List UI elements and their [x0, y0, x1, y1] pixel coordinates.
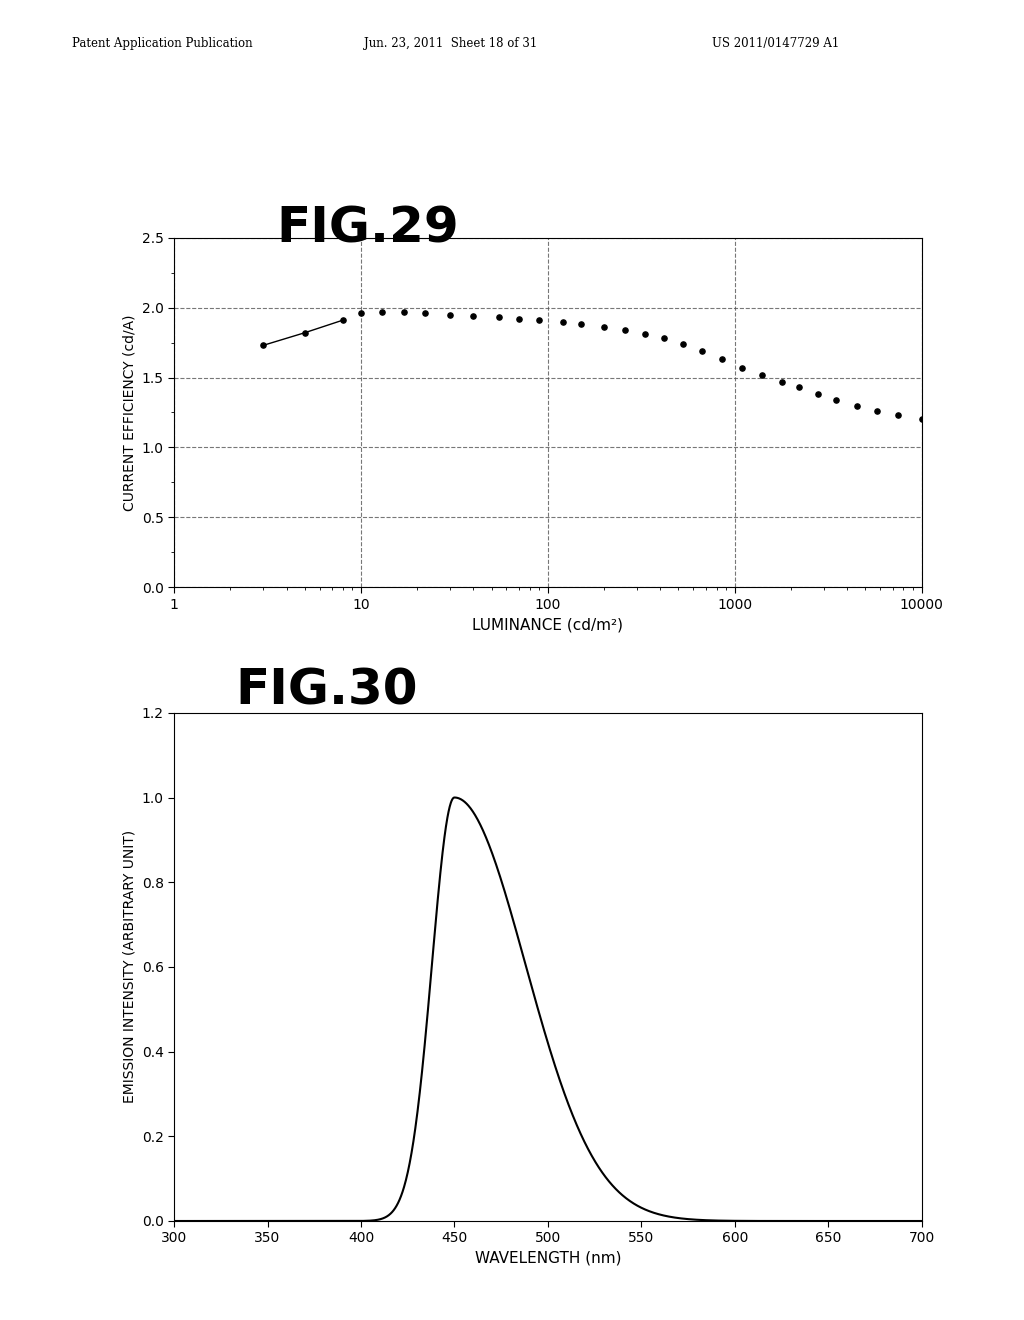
Point — [572, 314, 589, 335]
Text: Jun. 23, 2011  Sheet 18 of 31: Jun. 23, 2011 Sheet 18 of 31 — [364, 37, 537, 50]
Point — [637, 323, 653, 345]
Point — [396, 301, 413, 322]
Point — [774, 371, 791, 392]
Point — [656, 327, 673, 348]
Point — [492, 306, 508, 327]
Point — [849, 395, 865, 416]
Text: US 2011/0147729 A1: US 2011/0147729 A1 — [712, 37, 839, 50]
Y-axis label: CURRENT EFFICIENCY (cd/A): CURRENT EFFICIENCY (cd/A) — [122, 314, 136, 511]
Point — [617, 319, 634, 341]
Point — [554, 312, 570, 333]
Y-axis label: EMISSION INTENSITY (ARBITRARY UNIT): EMISSION INTENSITY (ARBITRARY UNIT) — [122, 830, 136, 1104]
Point — [531, 310, 548, 331]
Point — [335, 310, 351, 331]
Point — [734, 358, 751, 379]
X-axis label: LUMINANCE (cd/m²): LUMINANCE (cd/m²) — [472, 618, 624, 632]
Point — [714, 348, 730, 370]
Point — [374, 301, 390, 322]
Point — [694, 341, 711, 362]
Point — [442, 304, 459, 325]
Point — [810, 384, 826, 405]
Point — [352, 302, 370, 323]
Point — [828, 389, 845, 411]
Point — [890, 405, 906, 426]
Point — [754, 364, 770, 385]
Text: FIG.29: FIG.29 — [276, 205, 459, 252]
X-axis label: WAVELENGTH (nm): WAVELENGTH (nm) — [474, 1251, 622, 1266]
Point — [675, 334, 691, 355]
Point — [255, 335, 271, 356]
Point — [869, 400, 886, 421]
Point — [297, 322, 313, 343]
Text: FIG.30: FIG.30 — [236, 667, 418, 714]
Point — [511, 308, 527, 329]
Text: Patent Application Publication: Patent Application Publication — [72, 37, 252, 50]
Point — [596, 317, 612, 338]
Point — [417, 302, 433, 323]
Point — [791, 376, 807, 397]
Point — [913, 409, 930, 430]
Point — [465, 305, 481, 326]
